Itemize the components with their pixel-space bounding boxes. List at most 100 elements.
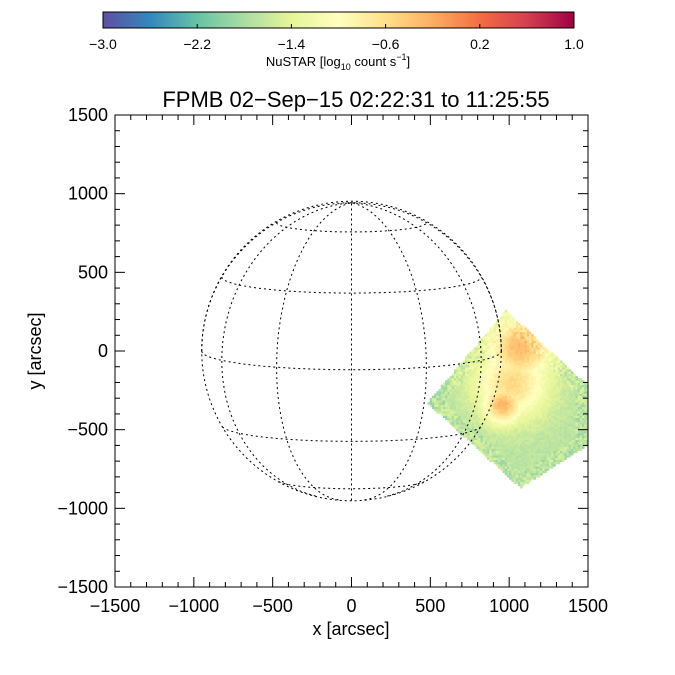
heatmap-cell: [500, 325, 503, 328]
heatmap-cell: [553, 362, 556, 366]
heatmap-cell: [491, 426, 495, 430]
heatmap-cell: [568, 430, 572, 434]
heatmap-cell: [584, 384, 587, 388]
heatmap-cell: [480, 380, 483, 383]
heatmap-cell: [559, 422, 563, 425]
heatmap-cell: [540, 424, 543, 427]
heatmap-cell: [495, 433, 499, 436]
heatmap-cell: [524, 437, 528, 441]
heatmap-cell: [540, 468, 543, 471]
heatmap-cell: [548, 367, 552, 370]
heatmap-cell: [453, 422, 457, 425]
heatmap-cell: [513, 474, 517, 478]
heatmap-cell: [484, 386, 488, 390]
heatmap-cell: [495, 356, 499, 359]
heatmap-cell: [529, 402, 532, 405]
heatmap-cell: [575, 426, 578, 430]
heatmap-cell: [582, 430, 585, 434]
heatmap-cell: [478, 367, 481, 370]
heatmap-cell: [531, 373, 534, 377]
heatmap-cell: [498, 362, 501, 366]
heatmap-cell: [460, 389, 464, 392]
heatmap-cell: [511, 468, 514, 471]
heatmap-cell: [582, 435, 585, 438]
heatmap-cell: [531, 353, 534, 357]
heatmap-cell: [579, 426, 583, 430]
heatmap-cell: [465, 378, 468, 381]
heatmap-cell: [487, 457, 490, 460]
heatmap-cell: [564, 446, 567, 449]
heatmap-cell: [515, 448, 519, 452]
heatmap-cell: [440, 413, 444, 416]
heatmap-cell: [434, 397, 437, 401]
heatmap-cell: [557, 437, 561, 441]
heatmap-cell: [575, 446, 578, 449]
heatmap-cell: [502, 417, 506, 421]
heatmap-cell: [518, 362, 521, 366]
heatmap-cell: [456, 424, 459, 427]
heatmap-cell: [535, 446, 539, 449]
heatmap-cell: [522, 450, 525, 454]
heatmap-cell: [471, 426, 475, 430]
heatmap-cell: [491, 452, 495, 456]
heatmap-cell: [570, 402, 574, 405]
heatmap-cell: [515, 395, 519, 399]
heatmap-cell: [544, 371, 547, 374]
heatmap-cell: [526, 444, 530, 447]
heatmap-cell: [524, 395, 528, 399]
heatmap-cell: [566, 446, 570, 449]
heatmap-cell: [584, 402, 587, 405]
heatmap-cell: [462, 382, 466, 385]
heatmap-cell: [473, 397, 477, 401]
heatmap-cell: [502, 455, 506, 458]
heatmap-cell: [544, 408, 547, 412]
heatmap-cell: [540, 380, 543, 383]
heatmap-cell: [537, 397, 541, 401]
heatmap-cell: [520, 417, 523, 421]
heatmap-cell: [520, 448, 523, 452]
heatmap-cell: [480, 351, 483, 355]
heatmap-cell: [542, 347, 545, 350]
heatmap-cell: [524, 336, 528, 339]
heatmap-cell: [586, 422, 588, 425]
heatmap-cell: [515, 393, 519, 396]
heatmap-cell: [491, 402, 495, 405]
heatmap-cell: [509, 406, 512, 410]
heatmap-cell: [504, 452, 508, 456]
heatmap-cell: [566, 386, 570, 390]
heatmap-cell: [440, 400, 444, 403]
heatmap-cell: [469, 380, 472, 383]
heatmap-cell: [522, 367, 525, 370]
heatmap-cell: [465, 428, 468, 432]
heatmap-cell: [575, 389, 578, 392]
heatmap-cell: [458, 386, 461, 390]
x-axis-title: x [arcsec]: [312, 619, 389, 639]
heatmap-cell: [566, 441, 570, 445]
heatmap-cell: [491, 382, 495, 385]
heatmap-cell: [520, 380, 523, 383]
heatmap-cell: [575, 391, 578, 394]
heatmap-cell: [526, 437, 530, 441]
heatmap-cell: [562, 389, 565, 392]
heatmap-cell: [520, 327, 523, 330]
heatmap-cell: [524, 472, 528, 476]
heatmap-cell: [487, 444, 490, 447]
heatmap-cell: [548, 364, 552, 368]
heatmap-cell: [555, 369, 559, 372]
heatmap-cell: [482, 433, 486, 436]
heatmap-cell: [509, 437, 512, 441]
heatmap-cell: [500, 386, 503, 390]
heatmap-cell: [504, 411, 508, 414]
heatmap-cell: [445, 397, 448, 401]
heatmap-cell: [487, 338, 490, 341]
heatmap-cell: [500, 336, 503, 339]
heatmap-cell: [460, 424, 464, 427]
heatmap-cell: [460, 373, 464, 377]
heatmap-cell: [570, 375, 574, 379]
heatmap-cell: [515, 404, 519, 407]
heatmap-cell: [555, 375, 559, 379]
heatmap-cell: [500, 371, 503, 374]
heatmap-cell: [456, 371, 459, 374]
heatmap-cell: [462, 408, 466, 412]
heatmap-cell: [579, 402, 583, 405]
